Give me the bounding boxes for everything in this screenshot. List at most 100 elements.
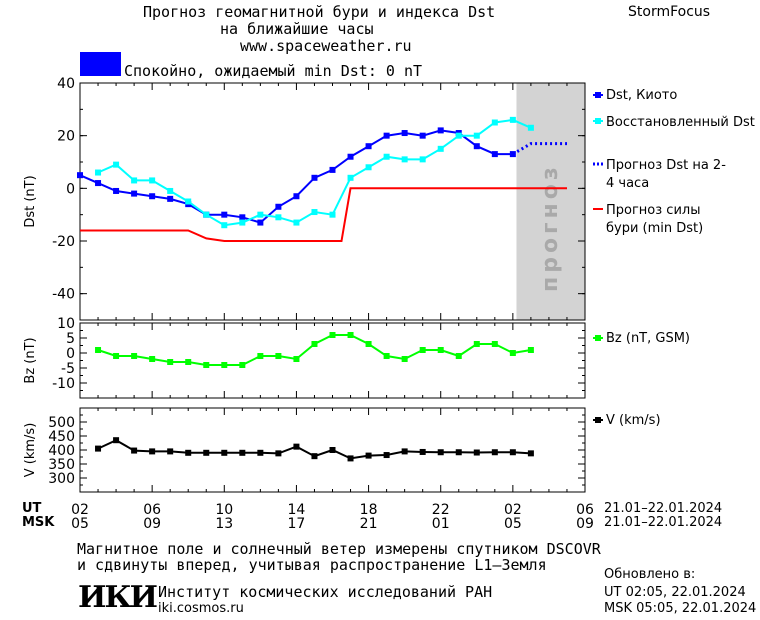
data-point <box>455 449 462 456</box>
data-point <box>275 353 282 359</box>
x-tick-label-ut: 22 <box>432 502 450 518</box>
data-point <box>95 180 102 187</box>
msk-axis-label: MSK <box>22 515 55 530</box>
data-point <box>419 347 426 353</box>
data-point <box>365 341 372 347</box>
y-tick-label: 400 <box>48 443 75 459</box>
data-point <box>95 347 102 353</box>
data-point <box>473 449 480 456</box>
legend-marker-dst-restored-square <box>595 118 601 124</box>
y-tick-label: 10 <box>57 316 75 332</box>
forecast-zone-label: прогноз <box>538 163 563 292</box>
data-point <box>275 214 282 221</box>
data-point <box>257 449 264 456</box>
y-axis-label: V (km/s) <box>23 423 38 478</box>
y-tick-label: -5 <box>61 361 75 377</box>
data-point <box>113 187 120 194</box>
data-point <box>419 448 426 455</box>
institute-site[interactable]: iki.cosmos.ru <box>158 601 244 616</box>
data-point <box>365 452 372 459</box>
x-tick-label-msk: 05 <box>71 516 89 532</box>
x-tick-label-ut: 06 <box>576 502 594 518</box>
data-point <box>239 449 246 456</box>
data-point <box>365 143 372 150</box>
chart-title-line1: Прогноз геомагнитной бури и индекса Dst <box>143 3 496 21</box>
data-point <box>203 362 210 368</box>
x-tick-label-ut: 02 <box>504 502 522 518</box>
institute-name: Институт космических исследований РАН <box>158 583 493 601</box>
data-point <box>293 356 300 362</box>
data-point <box>437 347 444 353</box>
data-point <box>329 211 336 218</box>
legend-marker-v-square <box>595 417 601 423</box>
data-point <box>311 174 318 181</box>
data-point <box>329 166 336 173</box>
data-point <box>113 161 120 168</box>
data-point <box>473 132 480 139</box>
data-point <box>455 132 462 139</box>
data-point <box>329 332 336 338</box>
data-point <box>221 211 228 218</box>
series-line <box>80 187 567 242</box>
data-point <box>113 353 120 359</box>
y-tick-label: 350 <box>48 457 75 473</box>
series-line <box>97 334 532 366</box>
data-point <box>293 193 300 200</box>
x-tick-label-ut: 06 <box>143 502 161 518</box>
data-point <box>311 453 318 460</box>
data-point <box>491 151 498 158</box>
x-tick-label-msk: 21 <box>360 516 378 532</box>
data-point <box>491 449 498 456</box>
chart-title-line2: на ближайшие часы <box>220 20 374 38</box>
source-url[interactable]: www.spaceweather.ru <box>240 37 412 55</box>
data-point <box>365 164 372 171</box>
legend-label-dst-forecast: Прогноз Dst на 2-4 часа <box>606 158 726 191</box>
data-point <box>77 172 83 179</box>
iki-logo: ИКИ <box>78 580 158 615</box>
x-tick-label-msk: 17 <box>288 516 306 532</box>
x-tick-label-msk: 13 <box>215 516 233 532</box>
legend-label-dst-restored: Восстановленный Dst <box>606 115 755 130</box>
data-point <box>527 347 534 353</box>
legend-marker-bz-square <box>595 335 601 341</box>
data-point <box>131 447 138 454</box>
data-point <box>509 449 516 456</box>
y-tick-label: 40 <box>57 76 75 92</box>
data-point <box>185 198 192 205</box>
data-point <box>257 219 264 226</box>
data-point <box>167 187 174 194</box>
x-tick-label-msk: 05 <box>504 516 522 532</box>
data-point <box>131 353 138 359</box>
legend-marker-dst-kyoto-square <box>595 92 601 98</box>
data-point <box>527 450 534 457</box>
series-line <box>512 142 567 156</box>
data-point <box>311 209 318 216</box>
data-point <box>275 203 282 210</box>
data-point <box>149 193 156 200</box>
data-point <box>203 449 210 456</box>
y-tick-label: 5 <box>66 331 75 347</box>
legend-label-bz: Bz (nT, GSM) <box>606 331 691 346</box>
data-point <box>95 169 102 176</box>
data-point <box>185 449 192 456</box>
data-point <box>419 132 426 139</box>
data-point <box>95 445 102 452</box>
date-range-ut: 21.01–22.01.2024 <box>604 501 723 516</box>
data-point <box>167 195 174 202</box>
data-point <box>167 448 174 455</box>
brand-label: StormFocus <box>628 4 711 20</box>
data-point <box>509 151 516 158</box>
x-tick-label-msk: 01 <box>432 516 450 532</box>
data-point <box>401 130 408 137</box>
data-point <box>293 443 300 450</box>
data-point <box>149 448 156 455</box>
data-point <box>257 211 264 218</box>
data-point <box>221 222 228 229</box>
data-point <box>293 219 300 226</box>
ut-axis-label: UT <box>22 501 42 516</box>
data-point <box>347 153 354 160</box>
data-point <box>347 332 354 338</box>
date-range-msk: 21.01–22.01.2024 <box>604 515 723 530</box>
data-point <box>113 437 120 444</box>
